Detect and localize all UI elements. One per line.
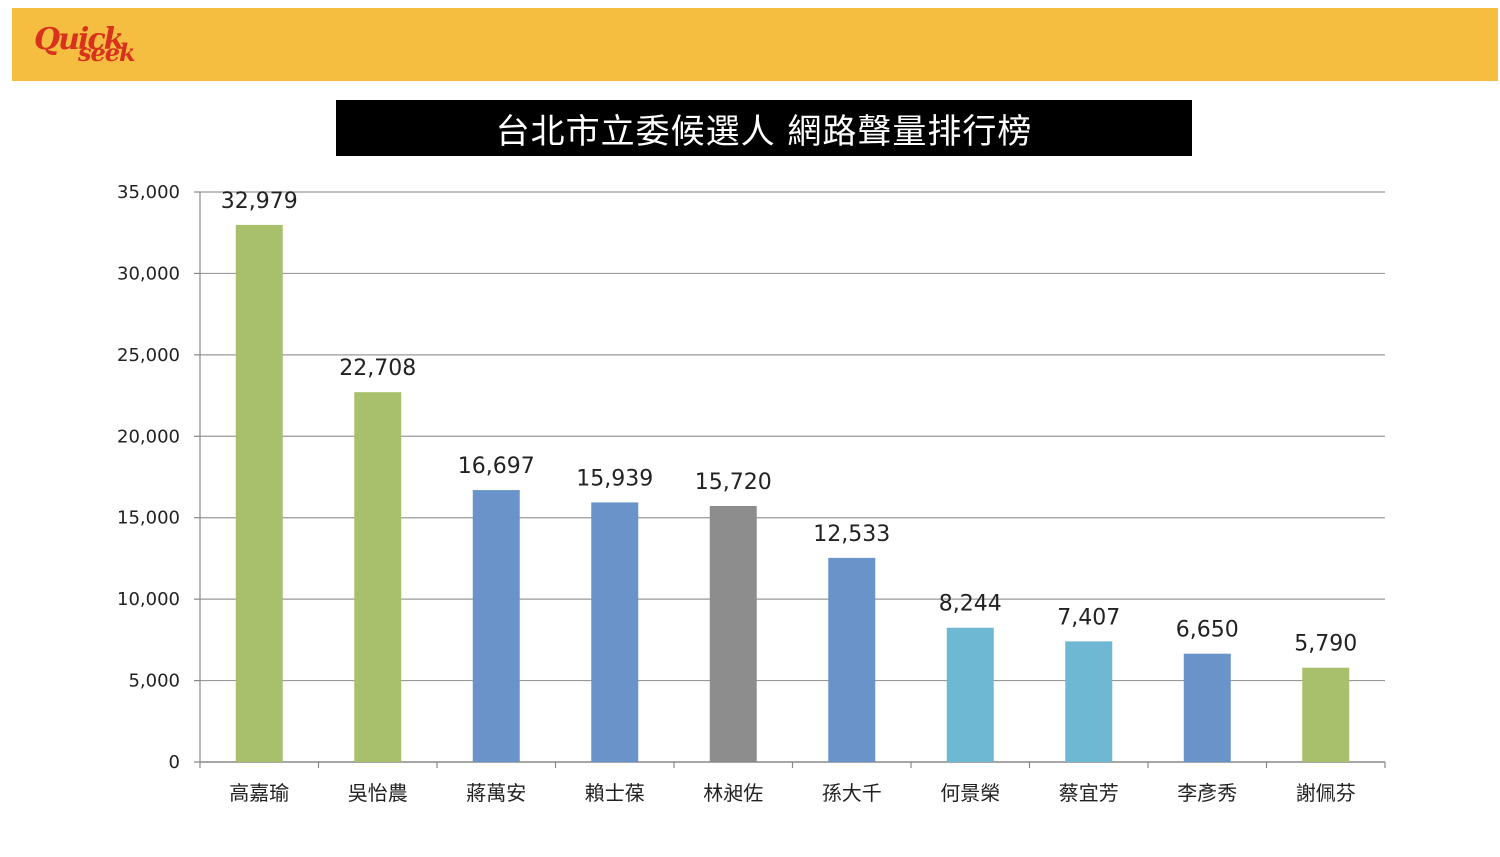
y-tick-label: 0: [169, 752, 180, 773]
header-band: [12, 8, 1498, 81]
bar: [709, 505, 757, 762]
x-tick-label: 吳怡農: [348, 781, 408, 805]
chart-title: 台北市立委候選人 網路聲量排行榜: [336, 100, 1192, 156]
y-tick-label: 15,000: [117, 508, 180, 529]
y-tick-label: 30,000: [117, 263, 180, 284]
y-tick-label: 10,000: [117, 589, 180, 610]
bar: [354, 392, 402, 762]
axes: [194, 191, 1386, 768]
data-label: 16,697: [458, 454, 535, 479]
x-tick-label: 李彥秀: [1177, 781, 1237, 805]
logo-text-seek: seek: [78, 38, 136, 67]
chart-title-text: 台北市立委候選人 網路聲量排行榜: [495, 111, 1033, 152]
bar: [946, 627, 994, 762]
x-tick-label: 何景榮: [940, 781, 1000, 805]
labels: 0 5,000 10,000 15,000 20,000 25,000 30,000 35,0…: [117, 182, 1357, 805]
data-label: 15,720: [695, 470, 772, 495]
bar: [472, 490, 520, 762]
bars: [235, 224, 1350, 762]
x-tick-label: 賴士葆: [585, 781, 645, 805]
data-label: 6,650: [1176, 618, 1239, 643]
logo-text-quick: Quick: [34, 22, 124, 57]
data-label: 7,407: [1057, 605, 1120, 630]
data-label: 22,708: [339, 356, 416, 381]
x-tick-label: 蔡宜芳: [1059, 781, 1119, 805]
y-tick-label: 35,000: [117, 182, 180, 203]
data-label: 32,979: [221, 189, 298, 214]
bar: [235, 224, 283, 762]
bar: [1302, 667, 1350, 762]
bar: [1065, 641, 1113, 762]
x-tick-label: 謝佩芬: [1296, 781, 1356, 805]
x-tick-label: 高嘉瑜: [229, 781, 289, 805]
data-label: 5,790: [1294, 632, 1357, 657]
bar: [1183, 653, 1231, 762]
quickseek-logo: Quick seek: [34, 22, 154, 70]
bar: [828, 557, 876, 762]
data-label: 12,533: [813, 522, 890, 547]
y-tick-label: 20,000: [117, 426, 180, 447]
data-label: 15,939: [576, 466, 653, 491]
x-tick-label: 蔣萬安: [466, 781, 526, 805]
data-label: 8,244: [939, 592, 1002, 617]
x-tick-label: 林昶佐: [703, 781, 763, 805]
bar: [591, 502, 639, 762]
y-tick-label: 5,000: [128, 671, 180, 692]
y-tick-label: 25,000: [117, 345, 180, 366]
x-tick-label: 孫大千: [822, 781, 882, 805]
